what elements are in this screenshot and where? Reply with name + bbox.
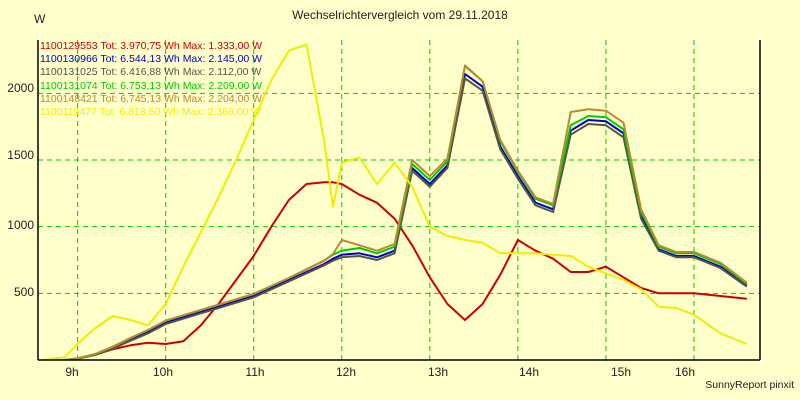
x-tick-label-9h: 9h — [65, 365, 79, 379]
series-line-1100130966 — [42, 73, 748, 360]
y-axis-unit-label: W — [34, 12, 46, 26]
y-tick-label-1500: 1500 — [7, 148, 34, 162]
y-tick-label-2000: 2000 — [7, 81, 34, 95]
series-line-1100131025 — [42, 77, 748, 360]
series-line-1100148421 — [42, 65, 748, 360]
gridlines — [38, 40, 760, 360]
y-tick-label-1000: 1000 — [7, 218, 34, 232]
series-line-1100131074 — [42, 64, 748, 360]
y-tick-label-500: 500 — [13, 285, 34, 299]
x-tick-label-14h: 14h — [518, 365, 540, 379]
footer-credit: SunnyReport pinxit — [705, 379, 794, 391]
x-tick-label-11h: 11h — [245, 365, 265, 379]
series-line-1100129553 — [42, 181, 747, 360]
x-tick-label-16h: 16h — [674, 365, 696, 379]
chart-title: Wechselrichtervergleich vom 29.11.2018 — [292, 8, 508, 22]
axis-lines — [37, 40, 761, 361]
x-tick-label-13h: 13h — [427, 365, 449, 379]
series-lines — [42, 43, 748, 360]
x-tick-label-12h: 12h — [335, 365, 357, 379]
series-line-1100119477 — [42, 43, 748, 360]
x-tick-label-10h: 10h — [152, 365, 174, 379]
x-tick-label-15h: 15h — [610, 365, 632, 379]
